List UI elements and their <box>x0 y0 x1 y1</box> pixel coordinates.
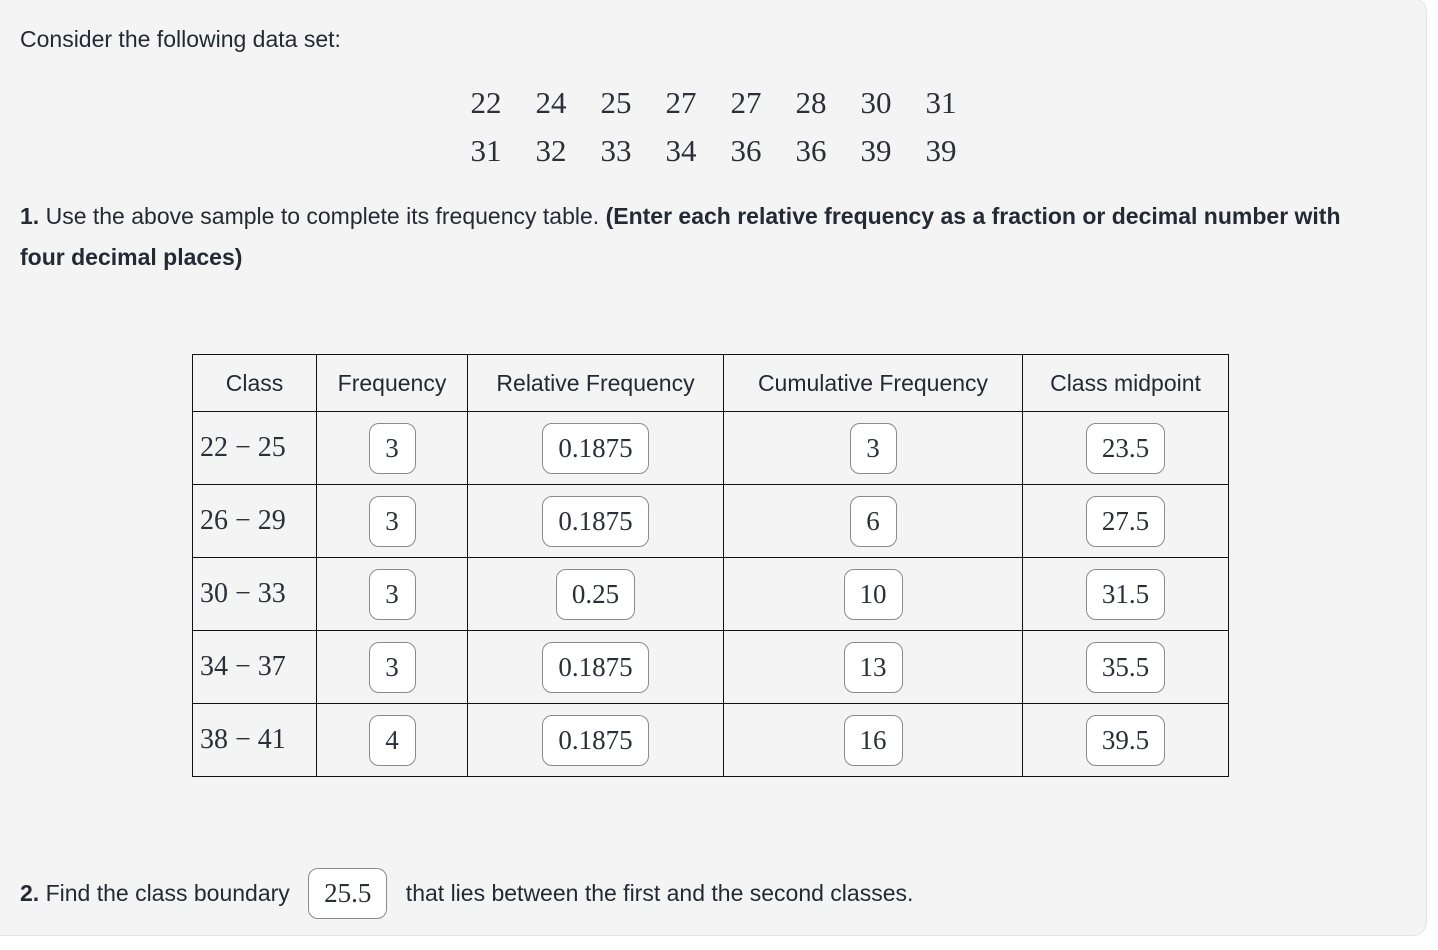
question-1-number: 1. <box>20 203 40 229</box>
frequency-input[interactable]: 3 <box>368 641 416 693</box>
dataset-value: 36 <box>795 133 827 168</box>
class-boundary-input[interactable]: 25.5 <box>308 867 388 919</box>
cumulative-frequency-input[interactable]: 10 <box>843 568 903 620</box>
column-header-relative-frequency: Relative Frequency <box>467 354 724 412</box>
dataset-value: 36 <box>730 133 762 168</box>
dataset-value: 24 <box>535 85 567 120</box>
question-1-text: 1. Use the above sample to complete its … <box>20 196 1385 278</box>
frequency-input[interactable]: 3 <box>368 568 416 620</box>
table-row: 30 − 33 3 0.25 10 31.5 <box>192 557 1229 631</box>
dataset-row-2: 31 32 33 34 36 36 39 39 <box>470 127 958 175</box>
question-2-before-text: Find the class boundary <box>39 879 297 906</box>
class-range-cell: 22 − 25 <box>192 411 317 485</box>
column-header-cumulative-frequency: Cumulative Frequency <box>723 354 1023 412</box>
class-midpoint-input[interactable]: 31.5 <box>1085 568 1166 620</box>
table-row: 38 − 41 4 0.1875 16 39.5 <box>192 703 1229 777</box>
dataset-value: 33 <box>600 133 632 168</box>
dataset-value: 28 <box>795 85 827 120</box>
class-midpoint-input[interactable]: 39.5 <box>1085 714 1166 766</box>
question-2-text: 2. Find the class boundary 25.5 that lie… <box>20 867 913 919</box>
relative-frequency-input[interactable]: 0.1875 <box>542 422 649 474</box>
dataset-value: 30 <box>860 85 892 120</box>
dataset-value: 39 <box>925 133 957 168</box>
class-range-cell: 38 − 41 <box>192 703 317 777</box>
relative-frequency-input[interactable]: 0.1875 <box>542 714 649 766</box>
class-range-cell: 34 − 37 <box>192 630 317 704</box>
dataset-value: 34 <box>665 133 697 168</box>
cumulative-frequency-input[interactable]: 16 <box>843 714 903 766</box>
dataset-row-1: 22 24 25 27 27 28 30 31 <box>470 79 958 127</box>
table-row: 34 − 37 3 0.1875 13 35.5 <box>192 630 1229 704</box>
question-1-bold-text: (Enter each relative frequency as a frac… <box>20 203 1341 270</box>
frequency-input[interactable]: 3 <box>368 495 416 547</box>
dataset-value: 22 <box>470 85 502 120</box>
class-range-cell: 26 − 29 <box>192 484 317 558</box>
dataset-value: 27 <box>730 85 762 120</box>
dataset-value: 25 <box>600 85 632 120</box>
question-2-number: 2. <box>20 879 40 906</box>
column-header-class-midpoint: Class midpoint <box>1022 354 1229 412</box>
frequency-table: Class Frequency Relative Frequency Cumul… <box>192 354 1229 777</box>
dataset-block: 22 24 25 27 27 28 30 31 31 32 33 34 36 3… <box>0 79 1427 175</box>
cumulative-frequency-input[interactable]: 3 <box>849 422 897 474</box>
cumulative-frequency-input[interactable]: 13 <box>843 641 903 693</box>
question-2-after-text: that lies between the first and the seco… <box>399 879 914 906</box>
class-range-cell: 30 − 33 <box>192 557 317 631</box>
table-row: 26 − 29 3 0.1875 6 27.5 <box>192 484 1229 558</box>
dataset-value: 39 <box>860 133 892 168</box>
relative-frequency-input[interactable]: 0.25 <box>555 568 636 620</box>
dataset-value: 32 <box>535 133 567 168</box>
class-midpoint-input[interactable]: 23.5 <box>1085 422 1166 474</box>
relative-frequency-input[interactable]: 0.1875 <box>542 495 649 547</box>
dataset-value: 31 <box>925 85 957 120</box>
dataset-value: 31 <box>470 133 502 168</box>
frequency-input[interactable]: 3 <box>368 422 416 474</box>
question-1-normal-text: Use the above sample to complete its fre… <box>39 203 606 229</box>
table-row: 22 − 25 3 0.1875 3 23.5 <box>192 411 1229 485</box>
dataset-value: 27 <box>665 85 697 120</box>
class-midpoint-input[interactable]: 35.5 <box>1085 641 1166 693</box>
intro-text: Consider the following data set: <box>20 26 341 52</box>
class-midpoint-input[interactable]: 27.5 <box>1085 495 1166 547</box>
frequency-input[interactable]: 4 <box>368 714 416 766</box>
table-header-row: Class Frequency Relative Frequency Cumul… <box>192 354 1229 412</box>
column-header-class: Class <box>192 354 317 412</box>
column-header-frequency: Frequency <box>316 354 468 412</box>
cumulative-frequency-input[interactable]: 6 <box>849 495 897 547</box>
relative-frequency-input[interactable]: 0.1875 <box>542 641 649 693</box>
